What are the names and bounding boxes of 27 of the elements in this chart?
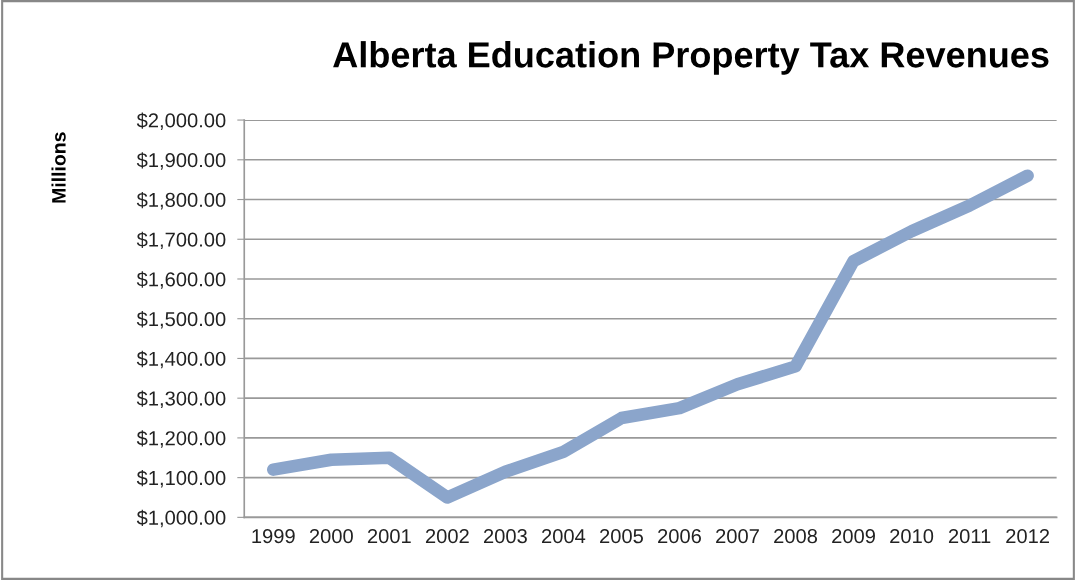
chart-title: Alberta Education Property Tax Revenues bbox=[333, 41, 1049, 75]
x-tick-label: 2011 bbox=[948, 529, 991, 544]
y-tick-label: $1,000.00 bbox=[136, 509, 226, 528]
y-tick-label: $1,500.00 bbox=[136, 311, 226, 329]
x-tick-label: 1999 bbox=[252, 529, 295, 544]
x-tick-label: 2008 bbox=[774, 529, 818, 544]
y-tick-label: $1,200.00 bbox=[136, 430, 226, 448]
y-tick-label: $1,400.00 bbox=[136, 350, 226, 369]
y-tick-label: $2,000.00 bbox=[136, 112, 226, 130]
x-tick-label: 2010 bbox=[890, 529, 934, 544]
x-tick-label: 2002 bbox=[425, 529, 469, 544]
x-tick-label: 2003 bbox=[483, 529, 527, 544]
x-tick-label: 2004 bbox=[542, 529, 586, 544]
x-tick-label: 2005 bbox=[600, 529, 643, 544]
y-axis-title: Millions bbox=[51, 132, 66, 203]
x-tick-label: 2009 bbox=[832, 529, 875, 544]
x-tick-label: 2006 bbox=[658, 529, 701, 544]
y-tick-label: $1,700.00 bbox=[136, 231, 226, 250]
y-tick-label: $1,300.00 bbox=[136, 390, 226, 409]
y-tick-label: $1,800.00 bbox=[136, 191, 226, 210]
y-tick-label: $1,900.00 bbox=[136, 152, 226, 170]
x-tick-label: 2007 bbox=[716, 529, 759, 544]
x-tick-label: 2000 bbox=[309, 529, 353, 544]
x-tick-label: 2001 bbox=[367, 529, 411, 544]
x-tick-label: 2012 bbox=[1006, 529, 1050, 544]
y-tick-label: $1,600.00 bbox=[136, 271, 226, 289]
y-tick-label: $1,100.00 bbox=[136, 470, 226, 488]
